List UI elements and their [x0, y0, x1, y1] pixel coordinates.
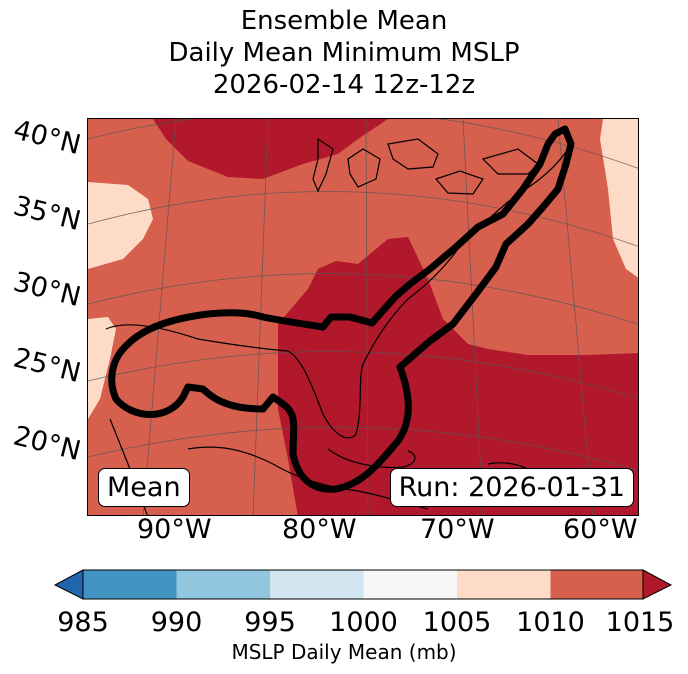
map-svg — [88, 119, 638, 515]
lon-label-70w: 70°W — [420, 514, 495, 545]
colorbar-bin-1010-1015 — [550, 570, 643, 599]
title-line-1: Ensemble Mean — [240, 6, 448, 36]
colorbar-tick-1010: 1010 — [516, 607, 585, 638]
lat-label-35n: 35°N — [10, 190, 84, 238]
colorbar-over-arrow — [642, 569, 673, 600]
map-panel: Mean Run: 2026-01-31 — [87, 118, 639, 516]
colorbar-bin-995-1000 — [270, 570, 364, 599]
title-line-3: 2026-02-14 12z-12z — [212, 70, 476, 100]
colorbar-tick-990: 990 — [150, 607, 203, 638]
lon-label-80w: 80°W — [282, 514, 357, 545]
colorbar-bin-990-995 — [176, 570, 270, 599]
lat-label-40n: 40°N — [10, 114, 84, 162]
pressure-field-high-west — [88, 182, 153, 269]
title-line-2: Daily Mean Minimum MSLP — [168, 38, 520, 68]
run-badge: Run: 2026-01-31 — [389, 468, 634, 507]
lat-label-30n: 30°N — [10, 266, 84, 314]
graticule — [88, 119, 638, 515]
colorbar-under-arrow — [53, 569, 84, 600]
lat-label-25n: 25°N — [10, 342, 84, 390]
colorbar-label: MSLP Daily Mean (mb) — [231, 640, 457, 664]
pressure-field-high-gulf-west — [88, 317, 116, 419]
colorbar-bin-1000-1005 — [363, 570, 457, 599]
lon-label-60w: 60°W — [563, 514, 638, 545]
mean-badge: Mean — [98, 468, 190, 507]
colorbar-tick-1015: 1015 — [605, 607, 675, 638]
lon-label-90w: 90°W — [137, 514, 212, 545]
colorbar-bin-1005-1010 — [457, 570, 551, 599]
mslp-contour — [108, 125, 575, 493]
colorbar — [53, 569, 673, 600]
colorbar-tick-985: 985 — [57, 607, 109, 638]
pressure-field-low-north — [153, 119, 388, 179]
colorbar-tick-1005: 1005 — [422, 607, 492, 638]
lat-label-20n: 20°N — [10, 420, 84, 468]
colorbar-frame — [82, 569, 644, 600]
colorbar-tick-1000: 1000 — [329, 607, 398, 638]
colorbar-bin-985-990 — [83, 570, 177, 599]
colorbar-tick-995: 995 — [244, 607, 296, 638]
